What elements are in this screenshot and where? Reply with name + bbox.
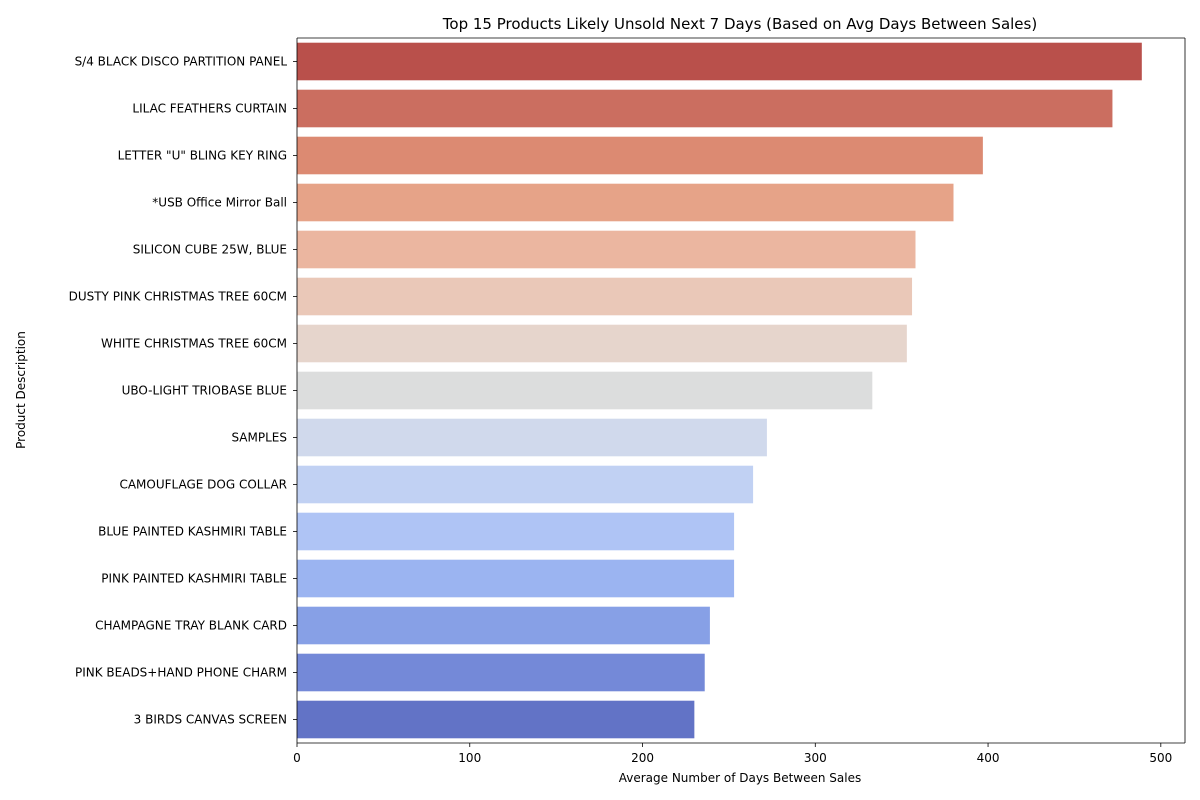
bar-10	[297, 465, 754, 504]
bar-14	[297, 653, 705, 692]
x-tick-label: 200	[631, 751, 654, 765]
bar-5	[297, 230, 916, 269]
y-tick-label: PINK BEADS+HAND PHONE CHARM	[75, 666, 287, 680]
bars-group	[297, 42, 1142, 739]
bar-12	[297, 559, 735, 598]
y-tick-label: WHITE CHRISTMAS TREE 60CM	[101, 337, 287, 351]
bar-13	[297, 606, 710, 645]
x-axis-ticks: 0 100 200 300 400 500	[293, 743, 1172, 765]
x-axis-label: Average Number of Days Between Sales	[619, 771, 862, 785]
x-tick-label: 400	[977, 751, 1000, 765]
y-tick-label: DUSTY PINK CHRISTMAS TREE 60CM	[69, 290, 287, 304]
y-tick-label: S/4 BLACK DISCO PARTITION PANEL	[75, 55, 288, 69]
x-tick-label: 300	[804, 751, 827, 765]
bar-6	[297, 277, 913, 316]
chart-title: Top 15 Products Likely Unsold Next 7 Day…	[442, 15, 1037, 33]
bar-3	[297, 136, 983, 175]
y-tick-label: BLUE PAINTED KASHMIRI TABLE	[98, 525, 287, 539]
bar-9	[297, 418, 767, 457]
y-tick-label: 3 BIRDS CANVAS SCREEN	[134, 713, 287, 727]
bar-2	[297, 89, 1113, 128]
y-tick-label: CHAMPAGNE TRAY BLANK CARD	[95, 619, 287, 633]
bar-4	[297, 183, 954, 222]
bar-1	[297, 42, 1142, 81]
x-tick-label: 500	[1149, 751, 1172, 765]
bar-8	[297, 371, 873, 410]
y-tick-label: SILICON CUBE 25W, BLUE	[133, 243, 287, 257]
y-axis-ticks: S/4 BLACK DISCO PARTITION PANEL LILAC FEA…	[69, 55, 297, 727]
y-tick-label: UBO-LIGHT TRIOBASE BLUE	[122, 384, 287, 398]
x-tick-label: 0	[293, 751, 301, 765]
axis-spines	[296, 37, 1186, 744]
x-tick-label: 100	[458, 751, 481, 765]
bar-15	[297, 700, 695, 739]
y-tick-label: PINK PAINTED KASHMIRI TABLE	[101, 572, 287, 586]
y-tick-label: LILAC FEATHERS CURTAIN	[132, 102, 287, 116]
y-tick-label: CAMOUFLAGE DOG COLLAR	[119, 478, 287, 492]
bar-7	[297, 324, 907, 363]
y-tick-label: SAMPLES	[231, 431, 287, 445]
y-tick-label: LETTER "U" BLING KEY RING	[118, 149, 287, 163]
y-tick-label: *USB Office Mirror Ball	[152, 196, 287, 210]
bar-11	[297, 512, 735, 551]
y-axis-label: Product Description	[14, 331, 28, 449]
